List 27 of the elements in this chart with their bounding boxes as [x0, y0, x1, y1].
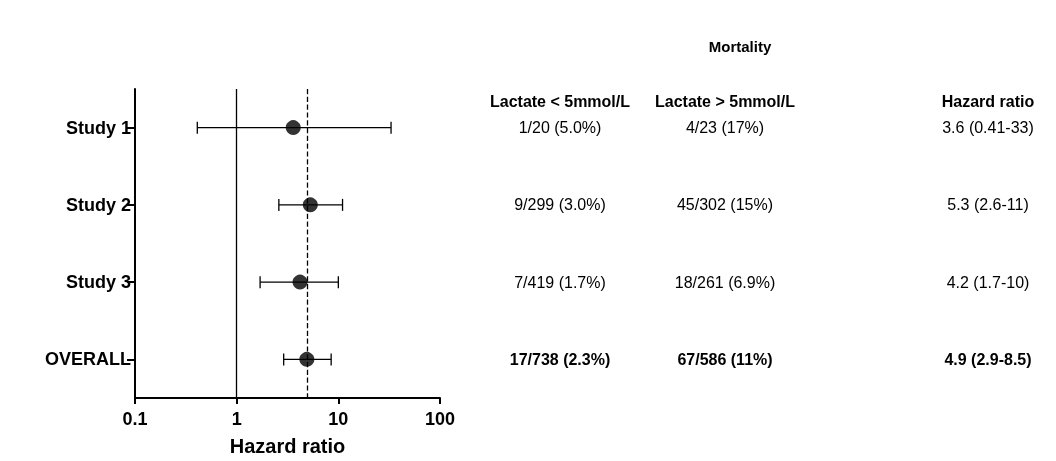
- text: Mortality: [708, 37, 772, 55]
- text: Lactate > 5mmol/L: [654, 92, 796, 110]
- text: 18/261 (6.9%): [674, 273, 776, 291]
- text: 3.6 (0.41-33): [942, 119, 1034, 137]
- x-tick-label: 0.1: [122, 409, 148, 429]
- point: [292, 274, 308, 290]
- x-tick-label: 100: [424, 409, 456, 429]
- y-tick-label: Study 1: [65, 117, 131, 138]
- point: [302, 197, 318, 213]
- text: 1/20 (5.0%): [518, 119, 602, 137]
- text: Lactate < 5mmol/L: [489, 92, 631, 110]
- text: 5.3 (2.6-11): [947, 196, 1029, 214]
- point: [299, 351, 315, 367]
- text: 7/419 (1.7%): [514, 273, 606, 291]
- text: 4.9 (2.9-8.5): [944, 350, 1032, 368]
- text: 45/302 (15%): [676, 196, 774, 214]
- text: 4.2 (1.7-10): [946, 273, 1030, 291]
- y-tick-label: OVERALL: [44, 349, 131, 370]
- text: 17/738 (2.3%): [509, 350, 611, 368]
- text: Hazard ratio: [941, 92, 1035, 110]
- x-tick-label: 1: [231, 409, 242, 429]
- text: 67/586 (11%): [677, 350, 773, 368]
- text: 9/299 (3.0%): [514, 196, 606, 214]
- x-tick-label: 10: [328, 409, 349, 429]
- x-axis-title: Hazard ratio: [229, 435, 346, 457]
- point: [285, 120, 301, 136]
- text: 4/23 (17%): [685, 119, 765, 137]
